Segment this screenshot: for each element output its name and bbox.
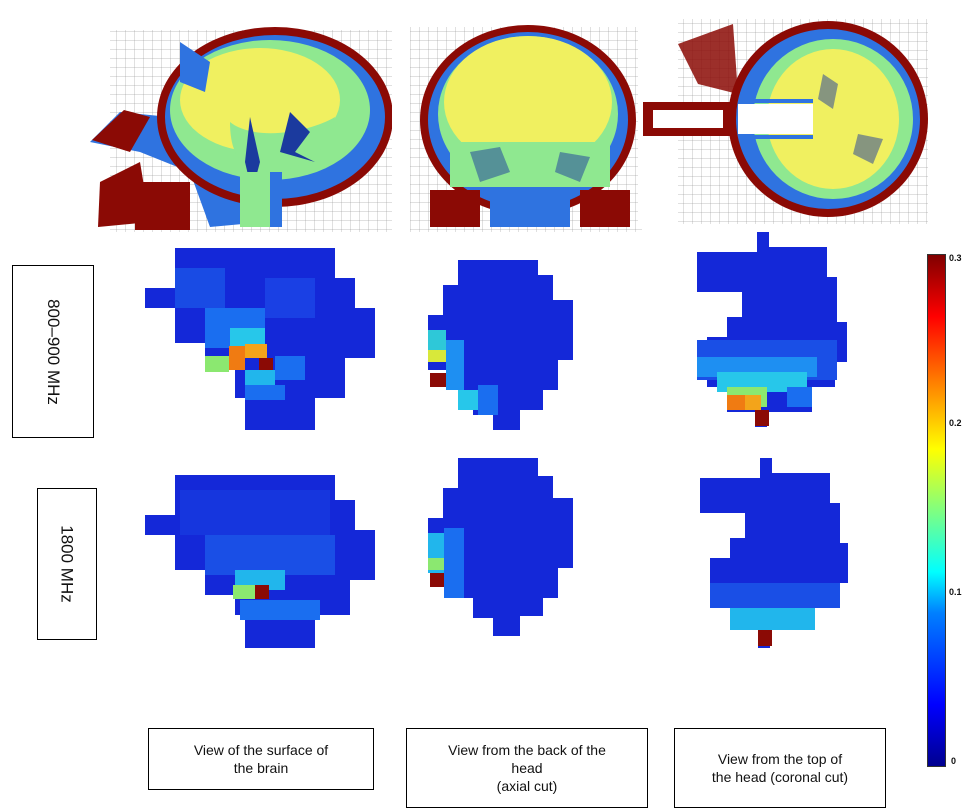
mri-top-view xyxy=(638,14,930,224)
colorbar xyxy=(927,254,946,767)
row-label-800-900-mhz: 800–900 MHz xyxy=(12,265,94,438)
colorbar-tick: 0 xyxy=(951,756,957,766)
colorbar-tick: 0.2 xyxy=(949,418,962,428)
colorbar-tick: 0.3 xyxy=(949,253,962,263)
caption-surface-view: View of the surface of the brain xyxy=(148,728,374,790)
sar-map-1800-back xyxy=(428,458,573,636)
sar-map-800-top xyxy=(697,232,847,427)
sar-map-1800-surface xyxy=(145,475,375,648)
sar-map-1800-top xyxy=(700,458,848,648)
caption-back-view: View from the back of the head (axial cu… xyxy=(406,728,648,808)
sar-map-800-surface xyxy=(145,248,375,430)
colorbar-tick: 0.1 xyxy=(949,587,962,597)
row-label-1800-mhz: 1800 MHz xyxy=(37,488,97,640)
caption-top-view: View from the top of the head (coronal c… xyxy=(674,728,886,808)
mri-sagittal-view xyxy=(80,22,392,232)
sar-map-800-back xyxy=(428,260,573,430)
mri-back-view xyxy=(410,22,642,232)
